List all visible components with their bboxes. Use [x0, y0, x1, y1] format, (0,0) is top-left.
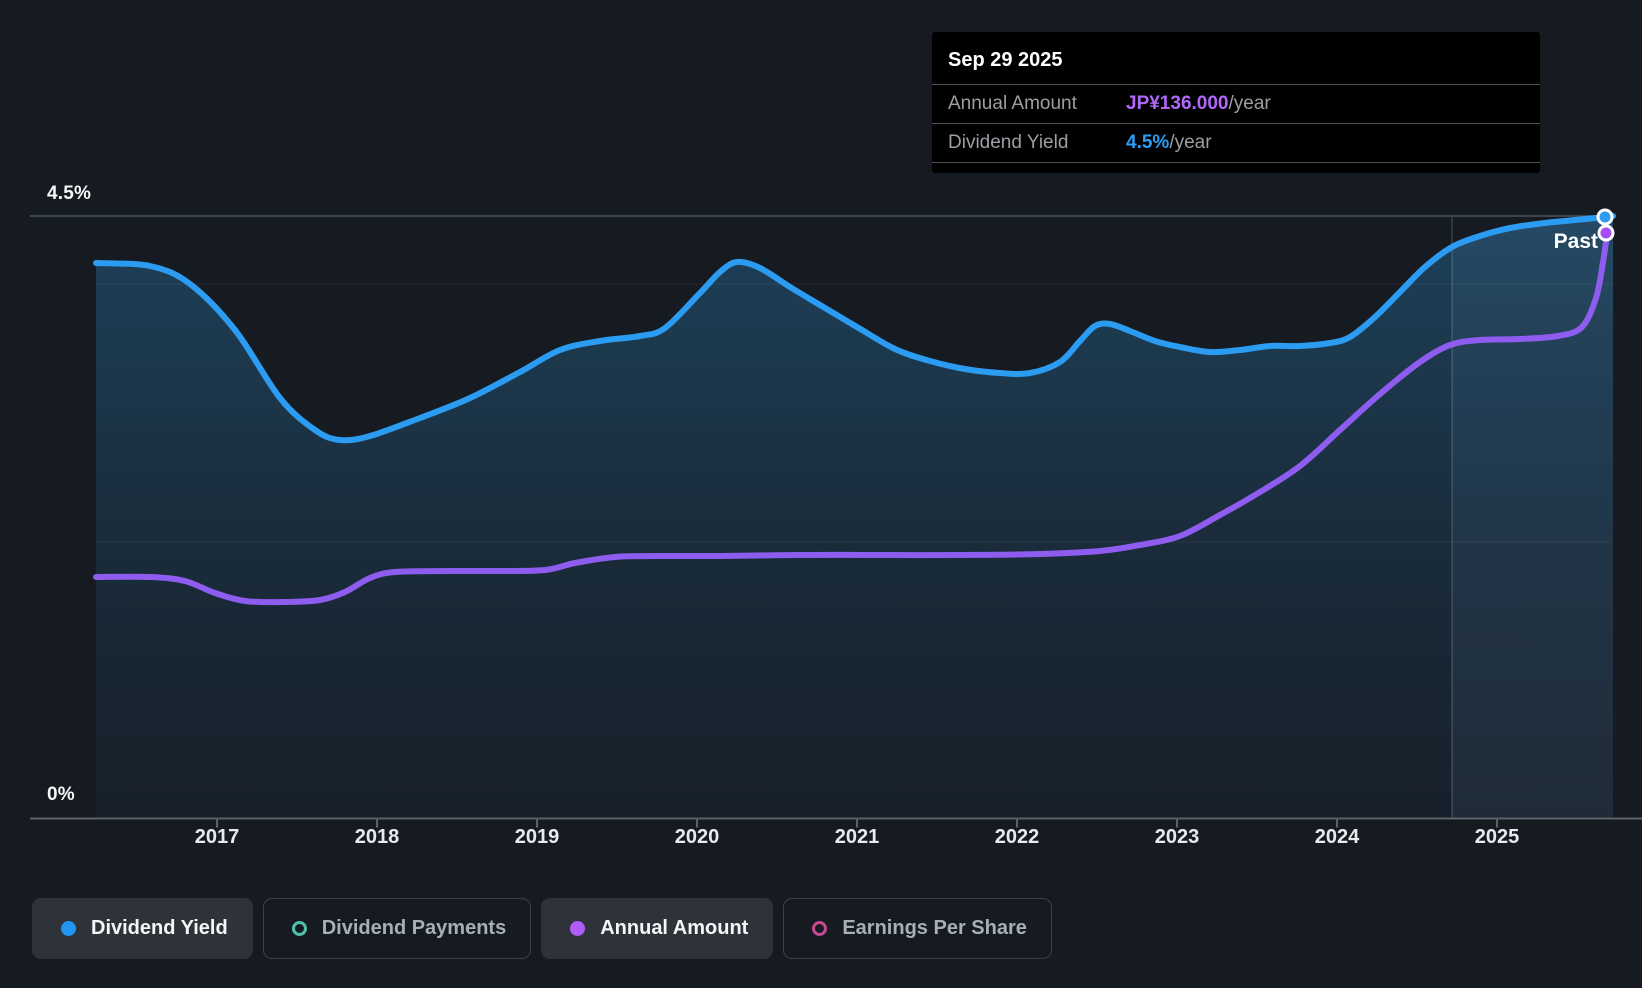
dividend-payments-marker-icon — [291, 921, 307, 936]
tooltip-suffix: /year — [1228, 93, 1271, 114]
series-endpoint-marker-1 — [1597, 224, 1615, 242]
year-label-2020: 2020 — [674, 826, 720, 848]
year-label-2023: 2023 — [1154, 826, 1200, 848]
year-label-2025: 2025 — [1474, 826, 1520, 848]
dividend-yield-marker-icon — [61, 921, 76, 936]
earnings-per-share-marker-icon — [812, 921, 828, 936]
chart-tooltip: Sep 29 2025 Annual Amount JP¥136.000 /ye… — [932, 32, 1540, 173]
y-axis-bottom-label: 0% — [47, 784, 75, 805]
year-label-2021: 2021 — [834, 826, 880, 848]
year-label-2018: 2018 — [354, 826, 400, 848]
year-label-2019: 2019 — [514, 826, 560, 848]
legend-label: Earnings Per Share — [842, 917, 1027, 939]
y-axis-top-label: 4.5% — [47, 183, 92, 204]
tooltip-label: Annual Amount — [948, 93, 1077, 114]
legend-toggle-earnings-per-share[interactable]: Earnings Per Share — [783, 898, 1052, 959]
year-label-2022: 2022 — [994, 826, 1040, 848]
dividend-yield-line — [93, 213, 1616, 444]
tooltip-row-dividend-yield: Dividend Yield 4.5% /year — [932, 123, 1540, 163]
legend-toggle-dividend-yield[interactable]: Dividend Yield — [32, 898, 253, 959]
tooltip-row-annual-amount: Annual Amount JP¥136.000 /year — [932, 84, 1540, 123]
tooltip-value: JP¥136.000 — [1126, 93, 1229, 114]
legend-toggle-dividend-payments[interactable]: Dividend Payments — [262, 898, 532, 959]
legend-label: Annual Amount — [600, 917, 749, 939]
annual-amount-line — [93, 232, 1610, 606]
legend-toggle-annual-amount[interactable]: Annual Amount — [541, 898, 774, 959]
year-label-2017: 2017 — [194, 826, 240, 848]
past-highlight-band — [1452, 216, 1613, 819]
chart-legend: Dividend Yield Dividend Payments Annual Am… — [32, 898, 1052, 959]
legend-label: Dividend Yield — [91, 917, 228, 939]
tooltip-value: 4.5% — [1126, 132, 1170, 153]
series-endpoint-marker-0 — [1596, 208, 1614, 226]
past-period-label: Past — [1553, 230, 1598, 253]
tooltip-suffix: /year — [1169, 132, 1212, 153]
tooltip-label: Dividend Yield — [948, 132, 1069, 153]
year-label-2024: 2024 — [1314, 826, 1360, 848]
tooltip-date: Sep 29 2025 — [948, 49, 1063, 71]
legend-label: Dividend Payments — [321, 917, 507, 939]
annual-amount-marker-icon — [570, 921, 586, 936]
dividend-yield-area-fill — [96, 216, 1613, 819]
